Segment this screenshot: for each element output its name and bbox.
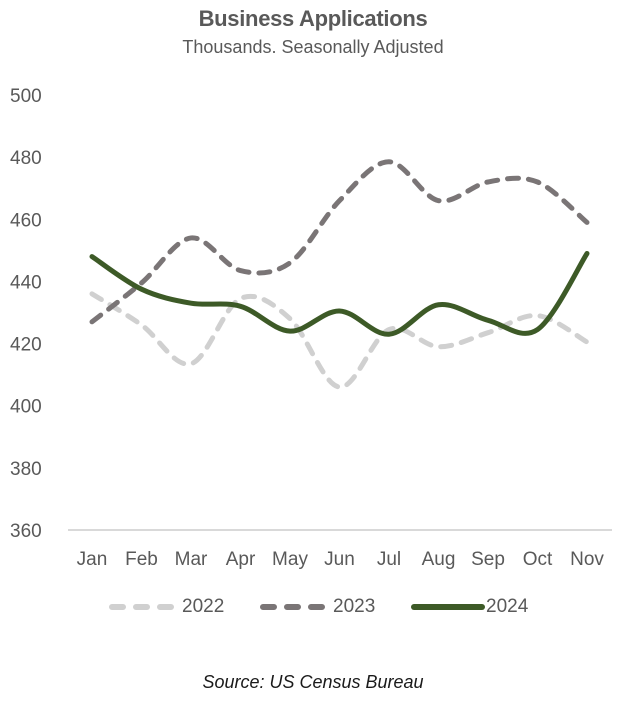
x-tick-label: Sep xyxy=(471,549,505,570)
y-tick-label: 400 xyxy=(10,397,42,418)
data-point-2023-Nov xyxy=(585,220,590,225)
x-tick-label: Feb xyxy=(125,549,158,570)
data-point-2024-Jul xyxy=(387,332,392,337)
series-lines xyxy=(89,159,590,390)
data-point-2024-Apr xyxy=(238,304,243,309)
data-point-2023-May xyxy=(288,260,293,265)
series-line-2023 xyxy=(89,159,590,325)
chart-title: Business Applications xyxy=(198,6,428,31)
series-line-2022 xyxy=(89,291,590,390)
y-tick-label: 360 xyxy=(10,521,42,542)
y-tick-label: 380 xyxy=(10,459,42,480)
data-point-2022-Jan xyxy=(90,291,95,296)
data-point-2024-Jun xyxy=(337,308,342,313)
x-axis: Jan Feb Mar Apr May Jun Jul Aug Sep Oct Nov xyxy=(68,529,612,570)
x-tick-label: Aug xyxy=(422,549,456,570)
x-tick-label: Jan xyxy=(77,549,108,570)
legend: 2022 2023 2024 xyxy=(0,592,626,622)
data-point-2023-Feb xyxy=(139,280,144,285)
legend-swatch-2022 xyxy=(109,604,177,610)
data-point-2023-Mar xyxy=(189,235,194,240)
x-tick-label: Nov xyxy=(570,549,604,570)
data-point-2022-Oct xyxy=(535,313,540,318)
data-point-2022-Apr xyxy=(238,296,243,301)
data-point-2024-Sep xyxy=(486,318,491,323)
data-point-2024-Feb xyxy=(139,287,144,292)
legend-item-2023: 2023 xyxy=(259,592,375,622)
y-tick-label: 440 xyxy=(10,272,42,293)
y-tick-label: 500 xyxy=(10,86,42,107)
data-point-2022-Jun xyxy=(337,385,342,390)
legend-item-2024: 2024 xyxy=(410,592,528,622)
data-point-2022-Mar xyxy=(189,361,194,366)
legend-swatch-2024 xyxy=(411,604,485,610)
x-tick-label: Mar xyxy=(175,549,208,570)
data-point-2024-Mar xyxy=(189,301,194,306)
y-tick-label: 480 xyxy=(10,148,42,169)
data-point-2024-Aug xyxy=(436,302,441,307)
chart-subtitle: Thousands. Seasonally Adjusted xyxy=(182,37,444,57)
data-point-2024-Nov xyxy=(585,251,590,256)
source-note: Source: US Census Bureau xyxy=(202,672,424,692)
legend-label-2022: 2022 xyxy=(182,596,225,617)
data-point-2023-Jun xyxy=(337,198,342,203)
data-point-2022-Feb xyxy=(139,322,144,327)
legend-label-2023: 2023 xyxy=(333,596,376,617)
data-point-2023-Oct xyxy=(535,180,540,185)
data-point-2022-Aug xyxy=(436,344,441,349)
data-point-2024-May xyxy=(288,329,293,334)
data-point-2023-Jan xyxy=(90,319,95,324)
data-point-2023-Jul xyxy=(387,159,392,164)
data-point-2024-Oct xyxy=(535,327,540,332)
data-point-2022-Jul xyxy=(387,327,392,332)
x-tick-label: Jun xyxy=(324,549,355,570)
x-tick-label: May xyxy=(272,549,308,570)
x-tick-label: Oct xyxy=(523,549,553,570)
y-axis-ticks: 360 380 400 420 440 460 480 500 xyxy=(10,86,42,542)
series-line-2024 xyxy=(89,250,590,337)
y-tick-label: 420 xyxy=(10,335,42,356)
data-point-2022-May xyxy=(288,316,293,321)
data-point-2023-Apr xyxy=(238,268,243,273)
x-tick-label: Jul xyxy=(377,549,401,570)
legend-swatch-2023 xyxy=(260,604,328,610)
data-point-2022-Sep xyxy=(486,330,491,335)
data-point-2023-Aug xyxy=(436,198,441,203)
data-point-2024-Jan xyxy=(90,254,95,259)
data-point-2022-Nov xyxy=(585,340,590,345)
x-tick-label: Apr xyxy=(226,549,256,570)
legend-label-2024: 2024 xyxy=(486,596,529,617)
data-point-2023-Sep xyxy=(486,180,491,185)
legend-item-2022: 2022 xyxy=(108,592,224,622)
y-tick-label: 460 xyxy=(10,210,42,231)
